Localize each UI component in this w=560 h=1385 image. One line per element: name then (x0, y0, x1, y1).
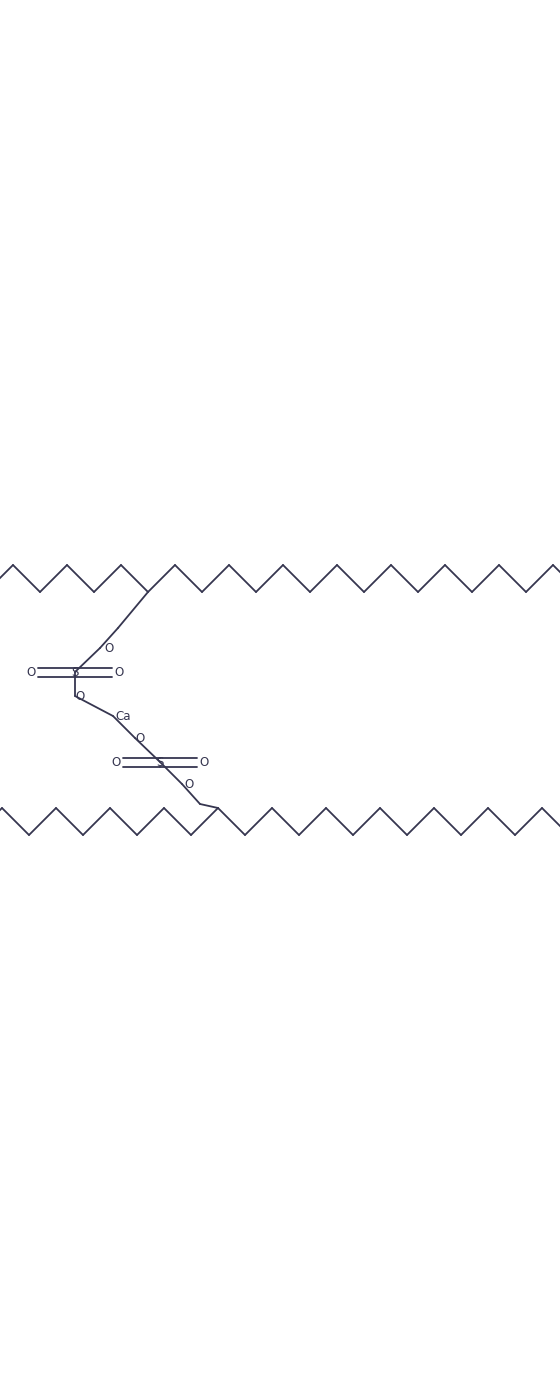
Text: O: O (27, 666, 36, 679)
Text: S: S (156, 755, 164, 769)
Text: S: S (71, 666, 79, 679)
Text: O: O (112, 755, 121, 769)
Text: O: O (114, 666, 123, 679)
Text: Ca: Ca (115, 709, 130, 723)
Text: O: O (136, 731, 145, 745)
Text: O: O (199, 755, 208, 769)
Text: O: O (105, 641, 114, 655)
Text: O: O (76, 690, 85, 702)
Text: O: O (184, 777, 193, 791)
